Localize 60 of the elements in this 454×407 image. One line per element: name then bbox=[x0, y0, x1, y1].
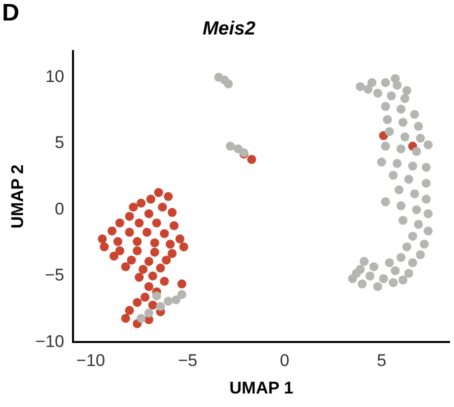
point bbox=[121, 262, 130, 272]
point bbox=[132, 246, 142, 256]
point bbox=[98, 234, 107, 244]
x-axis-title: UMAP 1 bbox=[229, 378, 294, 398]
point bbox=[179, 242, 188, 252]
point bbox=[113, 237, 122, 246]
point bbox=[132, 237, 142, 246]
text: D bbox=[2, 0, 20, 27]
point bbox=[148, 300, 158, 310]
point bbox=[124, 212, 134, 221]
point bbox=[146, 194, 156, 204]
point bbox=[126, 256, 136, 265]
point bbox=[142, 228, 152, 237]
point bbox=[170, 221, 179, 230]
y-axis-title: UMAP 2 bbox=[8, 164, 27, 228]
x-tick-label: −10 bbox=[76, 351, 106, 370]
point bbox=[164, 192, 173, 201]
point bbox=[158, 202, 167, 212]
point bbox=[134, 218, 144, 228]
point bbox=[166, 240, 175, 249]
point bbox=[162, 256, 171, 265]
x-tick-label: 5 bbox=[376, 351, 386, 370]
point bbox=[124, 228, 134, 237]
chart-title: Meis2 bbox=[202, 18, 256, 40]
point bbox=[150, 248, 160, 257]
point bbox=[124, 306, 134, 315]
y-tick-label: 0 bbox=[54, 199, 64, 218]
point bbox=[150, 238, 160, 248]
point bbox=[177, 279, 186, 288]
point bbox=[132, 298, 142, 307]
point bbox=[168, 248, 177, 258]
x-tick-label: 0 bbox=[280, 351, 290, 370]
x-tick-label: −5 bbox=[178, 351, 198, 370]
point bbox=[138, 264, 148, 274]
point bbox=[144, 256, 154, 266]
point bbox=[100, 242, 109, 252]
y-tick-label: −10 bbox=[35, 332, 64, 351]
point bbox=[160, 229, 169, 238]
point bbox=[247, 154, 256, 164]
point bbox=[108, 226, 117, 236]
point bbox=[140, 292, 150, 302]
point bbox=[144, 209, 154, 218]
point bbox=[154, 188, 164, 198]
point bbox=[136, 198, 146, 208]
point bbox=[168, 208, 177, 217]
point bbox=[128, 202, 138, 212]
y-tick-label: −5 bbox=[44, 266, 64, 285]
point bbox=[175, 234, 184, 244]
point bbox=[156, 264, 166, 273]
point bbox=[144, 282, 154, 292]
point bbox=[115, 246, 124, 256]
point bbox=[121, 314, 130, 323]
point bbox=[152, 218, 162, 228]
point bbox=[109, 252, 118, 261]
point bbox=[115, 218, 124, 228]
y-tick-label: 5 bbox=[54, 133, 64, 152]
y-tick-label: 10 bbox=[45, 66, 64, 86]
point bbox=[160, 276, 169, 286]
point bbox=[148, 271, 158, 280]
point bbox=[134, 272, 144, 282]
